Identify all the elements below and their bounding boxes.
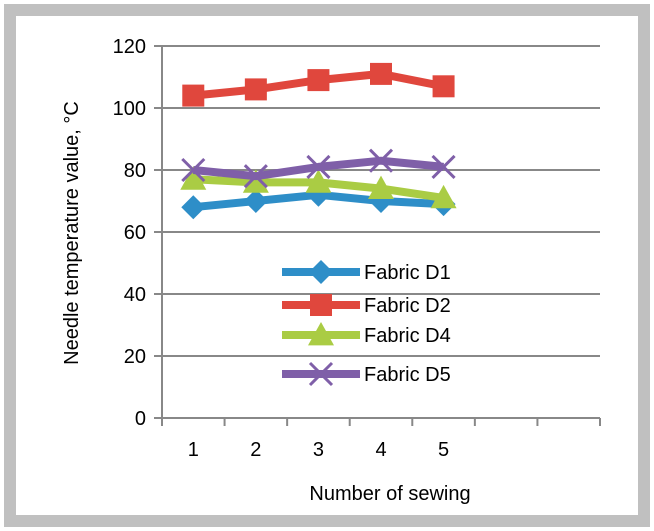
data-point (182, 84, 205, 107)
legend-marker (309, 260, 333, 284)
data-point (305, 169, 332, 193)
legend: Fabric D1 Fabric D2 Fabric D4 Fabric D5 (282, 260, 451, 387)
y-tick-label: 60 (124, 222, 146, 244)
legend-label: Fabric D4 (364, 325, 451, 347)
gridlines (162, 45, 600, 357)
data-point (181, 157, 206, 183)
x-marker-stroke (243, 164, 268, 189)
y-tick-label: 20 (124, 346, 146, 368)
x-tick-label: 4 (375, 439, 386, 461)
data-point (180, 166, 207, 190)
y-tick-label: 0 (135, 408, 146, 430)
data-point (307, 69, 330, 92)
data-point (243, 164, 268, 189)
legend-marker (308, 322, 334, 346)
legend-label: Fabric D2 (364, 295, 451, 317)
legend-label: Fabric D1 (364, 262, 451, 284)
legend-label: Fabric D5 (364, 364, 451, 386)
data-point (370, 62, 392, 85)
x-marker-stroke (181, 157, 206, 183)
data-point (431, 154, 456, 179)
data-point (430, 184, 457, 209)
data-point (244, 78, 267, 101)
y-tick-label: 80 (124, 160, 146, 182)
y-axis-label: Needle temperature value, °C (61, 101, 83, 365)
axes: 0 20 40 60 80 100 120 1 2 3 4 5 (113, 36, 601, 461)
legend-marker (310, 294, 332, 316)
data-point (242, 169, 269, 193)
chart-border (4, 4, 650, 527)
x-marker-stroke (431, 154, 456, 179)
x-tick-label: 1 (188, 439, 199, 461)
y-tick-label: 40 (124, 284, 146, 306)
x-tick-label: 3 (313, 439, 324, 461)
data-point (306, 154, 331, 179)
x-marker-stroke (368, 148, 394, 173)
y-tick-label: 100 (113, 98, 146, 120)
x-tick-label: 5 (438, 439, 449, 461)
data-point (368, 148, 394, 173)
x-marker-stroke (306, 154, 331, 179)
data-point (368, 175, 394, 199)
data-point (181, 195, 206, 220)
y-tick-label: 120 (113, 36, 146, 58)
data-point (432, 75, 455, 98)
data-point (243, 189, 268, 213)
x-marker-stroke (308, 361, 334, 387)
legend-marker (308, 361, 334, 387)
series-lines (180, 62, 457, 220)
x-axis-label: Number of sewing (309, 483, 470, 505)
x-tick-label: 2 (250, 439, 261, 461)
